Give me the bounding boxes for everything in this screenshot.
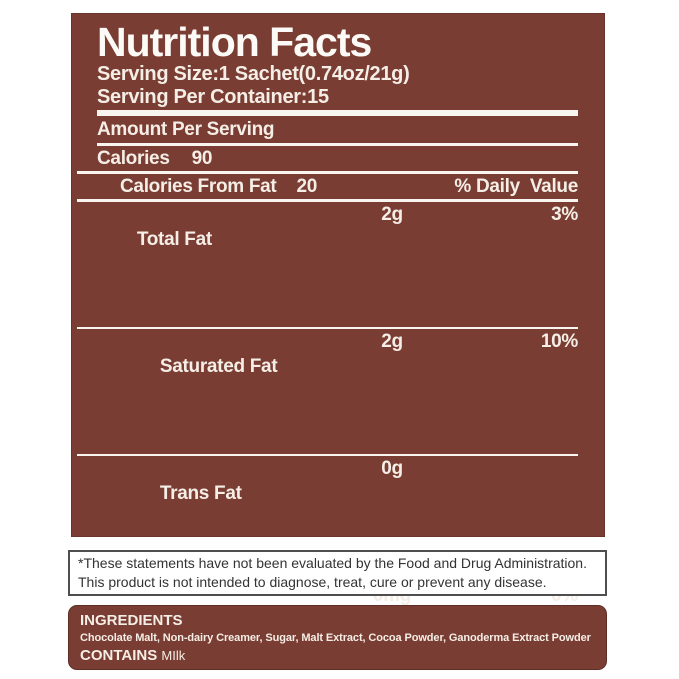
nutrient-label: Trans Fat: [159, 483, 242, 504]
disclaimer-line: This product is not intended to diagnose…: [78, 574, 547, 590]
nutrient-amount: 2g: [381, 204, 403, 225]
ingredients-list: Chocolate Malt, Non-dairy Creamer, Sugar…: [80, 632, 591, 644]
calories-from-fat-value: 20: [296, 176, 317, 197]
nutrient-amount: 0g: [381, 458, 403, 479]
nutrient-dv: 3%: [551, 204, 578, 225]
disclaimer-line: *These statements have not been evaluate…: [78, 555, 587, 571]
serving-size: Serving Size:1 Sachet(0.74oz/21g): [97, 63, 410, 85]
nutrient-label: Saturated Fat: [159, 356, 278, 377]
calories-value: 90: [191, 148, 213, 169]
nutrition-table: Calories 90 Calories From Fat 20 % Daily V…: [77, 146, 578, 679]
table-row: Saturated Fat 2g 10%: [77, 329, 578, 456]
contains-label: CONTAINS: [80, 647, 158, 664]
ingredients-heading: INGREDIENTS: [80, 612, 183, 629]
nutrient-label: Total Fat: [136, 229, 212, 250]
ingredients-box: INGREDIENTS Chocolate Malt, Non-dairy Cr…: [68, 605, 607, 670]
panel-title: Nutrition Facts: [97, 19, 372, 65]
nutrition-facts-panel: Nutrition Facts Serving Size:1 Sachet(0.…: [71, 13, 605, 631]
contains-value: MIlk: [161, 648, 186, 663]
calories-from-fat-label: Calories From Fat: [120, 176, 277, 197]
servings-per-container: Serving Per Container:15: [97, 86, 329, 108]
nutrient-amount: 2g: [381, 331, 403, 352]
daily-value-header: % Daily Value: [454, 176, 578, 197]
contains-line: CONTAINS MIlk: [80, 647, 595, 665]
calories-row: Calories 90: [77, 146, 578, 174]
amount-per-serving-header: Amount Per Serving: [97, 116, 578, 146]
fda-disclaimer-box: *These statements have not been evaluate…: [68, 550, 607, 596]
table-row: Total Fat 2g 3%: [77, 202, 578, 329]
calories-label: Calories: [97, 148, 170, 169]
thick-divider: [97, 110, 578, 116]
nutrient-dv: 10%: [540, 331, 578, 352]
calories-from-fat-row: Calories From Fat 20 % Daily Value: [77, 174, 578, 202]
